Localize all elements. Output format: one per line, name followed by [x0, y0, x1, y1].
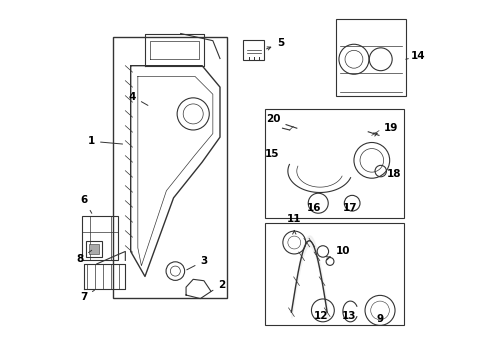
- Text: 18: 18: [387, 169, 402, 179]
- Text: 16: 16: [306, 203, 321, 213]
- Bar: [336, 19, 406, 96]
- Bar: [86, 241, 102, 257]
- Text: 14: 14: [406, 51, 426, 61]
- Text: 5: 5: [267, 38, 284, 50]
- Bar: [113, 37, 227, 298]
- Text: 2: 2: [211, 280, 225, 292]
- Text: 20: 20: [266, 114, 281, 124]
- Bar: [265, 223, 404, 325]
- Text: 7: 7: [80, 291, 95, 302]
- Text: 9: 9: [376, 314, 384, 324]
- Text: 15: 15: [265, 149, 279, 159]
- Text: 12: 12: [314, 311, 328, 321]
- Text: 4: 4: [129, 92, 148, 105]
- Text: 3: 3: [187, 256, 208, 270]
- Bar: [89, 244, 99, 254]
- Text: 6: 6: [81, 195, 92, 213]
- Text: 8: 8: [76, 250, 92, 264]
- Text: 13: 13: [342, 311, 356, 321]
- Bar: [243, 40, 264, 60]
- Text: 1: 1: [88, 136, 122, 146]
- Text: 19: 19: [373, 123, 398, 136]
- Bar: [265, 109, 404, 217]
- Text: 10: 10: [326, 246, 350, 260]
- Text: 17: 17: [343, 203, 357, 213]
- Bar: [82, 216, 118, 260]
- Text: 11: 11: [287, 214, 301, 234]
